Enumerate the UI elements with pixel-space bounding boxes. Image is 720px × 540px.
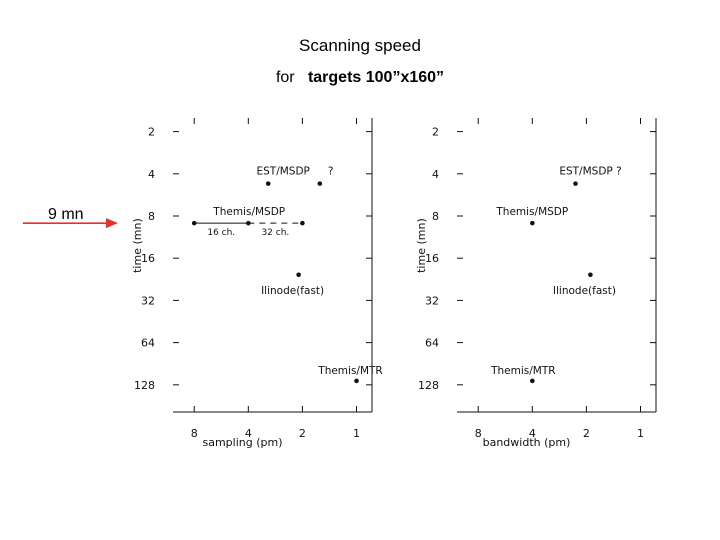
panel2-y-axis-label: time (mn) — [415, 218, 428, 273]
panel1-data-point — [317, 181, 323, 186]
slide-title: Scanning speed — [299, 36, 421, 55]
panel1-x-tick-label: 1 — [353, 427, 360, 440]
panel1-segment-label: 16 ch. — [207, 228, 235, 238]
subtitle-prefix: for — [275, 69, 295, 86]
panel1-y-tick-label: 8 — [148, 210, 155, 223]
panel1-data-point — [296, 272, 301, 278]
panel2-data-point — [530, 220, 535, 226]
panel1-point-label: EST/MSDP — [257, 166, 310, 178]
panel2-point-label: EST/MSDP ? — [559, 166, 621, 178]
panel1-point-label: ? — [328, 166, 334, 178]
panel1-data-point — [300, 220, 305, 226]
panel2-point-label: Themis/MTR — [490, 365, 555, 377]
panel1-x-axis-label: sampling (pm) — [202, 436, 282, 449]
panel2-x-tick-label: 2 — [583, 427, 590, 440]
panel2-x-tick-label: 8 — [475, 427, 482, 440]
panel1-point-label: Ilinode(fast) — [261, 285, 324, 297]
panel1-y-tick-label: 64 — [141, 337, 155, 350]
panel1-x-tick-label: 2 — [299, 427, 306, 440]
panel1-y-axis-label: time (mn) — [131, 218, 144, 273]
panel2-y-tick-label: 128 — [418, 379, 439, 392]
annotation-arrow-head — [106, 218, 118, 229]
panel1-x-tick-label: 8 — [191, 427, 198, 440]
panel2-data-point — [573, 181, 578, 186]
panel2-y-tick-label: 4 — [432, 168, 439, 181]
panel1-data-point — [265, 181, 271, 186]
panel2-y-tick-label: 8 — [432, 210, 439, 223]
panel1-y-tick-label: 2 — [148, 126, 155, 139]
panel1-data-point — [354, 378, 359, 384]
panel1-y-tick-label: 128 — [134, 379, 155, 392]
panel1-y-tick-label: 4 — [148, 168, 155, 181]
panel1-point-label: Themis/MSDP — [212, 206, 285, 218]
panel1-data-point — [246, 220, 251, 226]
panel1-point-label: Themis/MTR — [317, 365, 382, 377]
panel2-data-point — [530, 378, 535, 384]
panel2-y-tick-label: 16 — [425, 252, 439, 265]
annotation-label: 9 mn — [48, 206, 84, 223]
slide-subtitle: for targets 100”x160” — [0, 69, 720, 87]
panel2-y-tick-label: 32 — [425, 294, 439, 307]
panel1-segment-label: 32 ch. — [261, 228, 289, 238]
panel2-y-tick-label: 2 — [432, 126, 439, 139]
panel1-data-point — [191, 220, 197, 226]
subtitle-target: targets 100”x160” — [307, 69, 445, 86]
panel1-x-tick-label: 4 — [245, 427, 252, 440]
panel2-point-label: Themis/MSDP — [495, 206, 568, 218]
panel1-y-tick-label: 16 — [141, 252, 155, 265]
panel1-y-tick-label: 32 — [141, 294, 155, 307]
panel2-x-tick-label: 4 — [529, 427, 536, 440]
panel2-point-label: Ilinode(fast) — [553, 285, 616, 297]
panel2-x-tick-label: 1 — [637, 427, 644, 440]
panel2-x-axis-label: bandwidth (pm) — [483, 436, 571, 449]
panel2-data-point — [588, 272, 593, 278]
panel2-y-tick-label: 64 — [425, 337, 439, 350]
